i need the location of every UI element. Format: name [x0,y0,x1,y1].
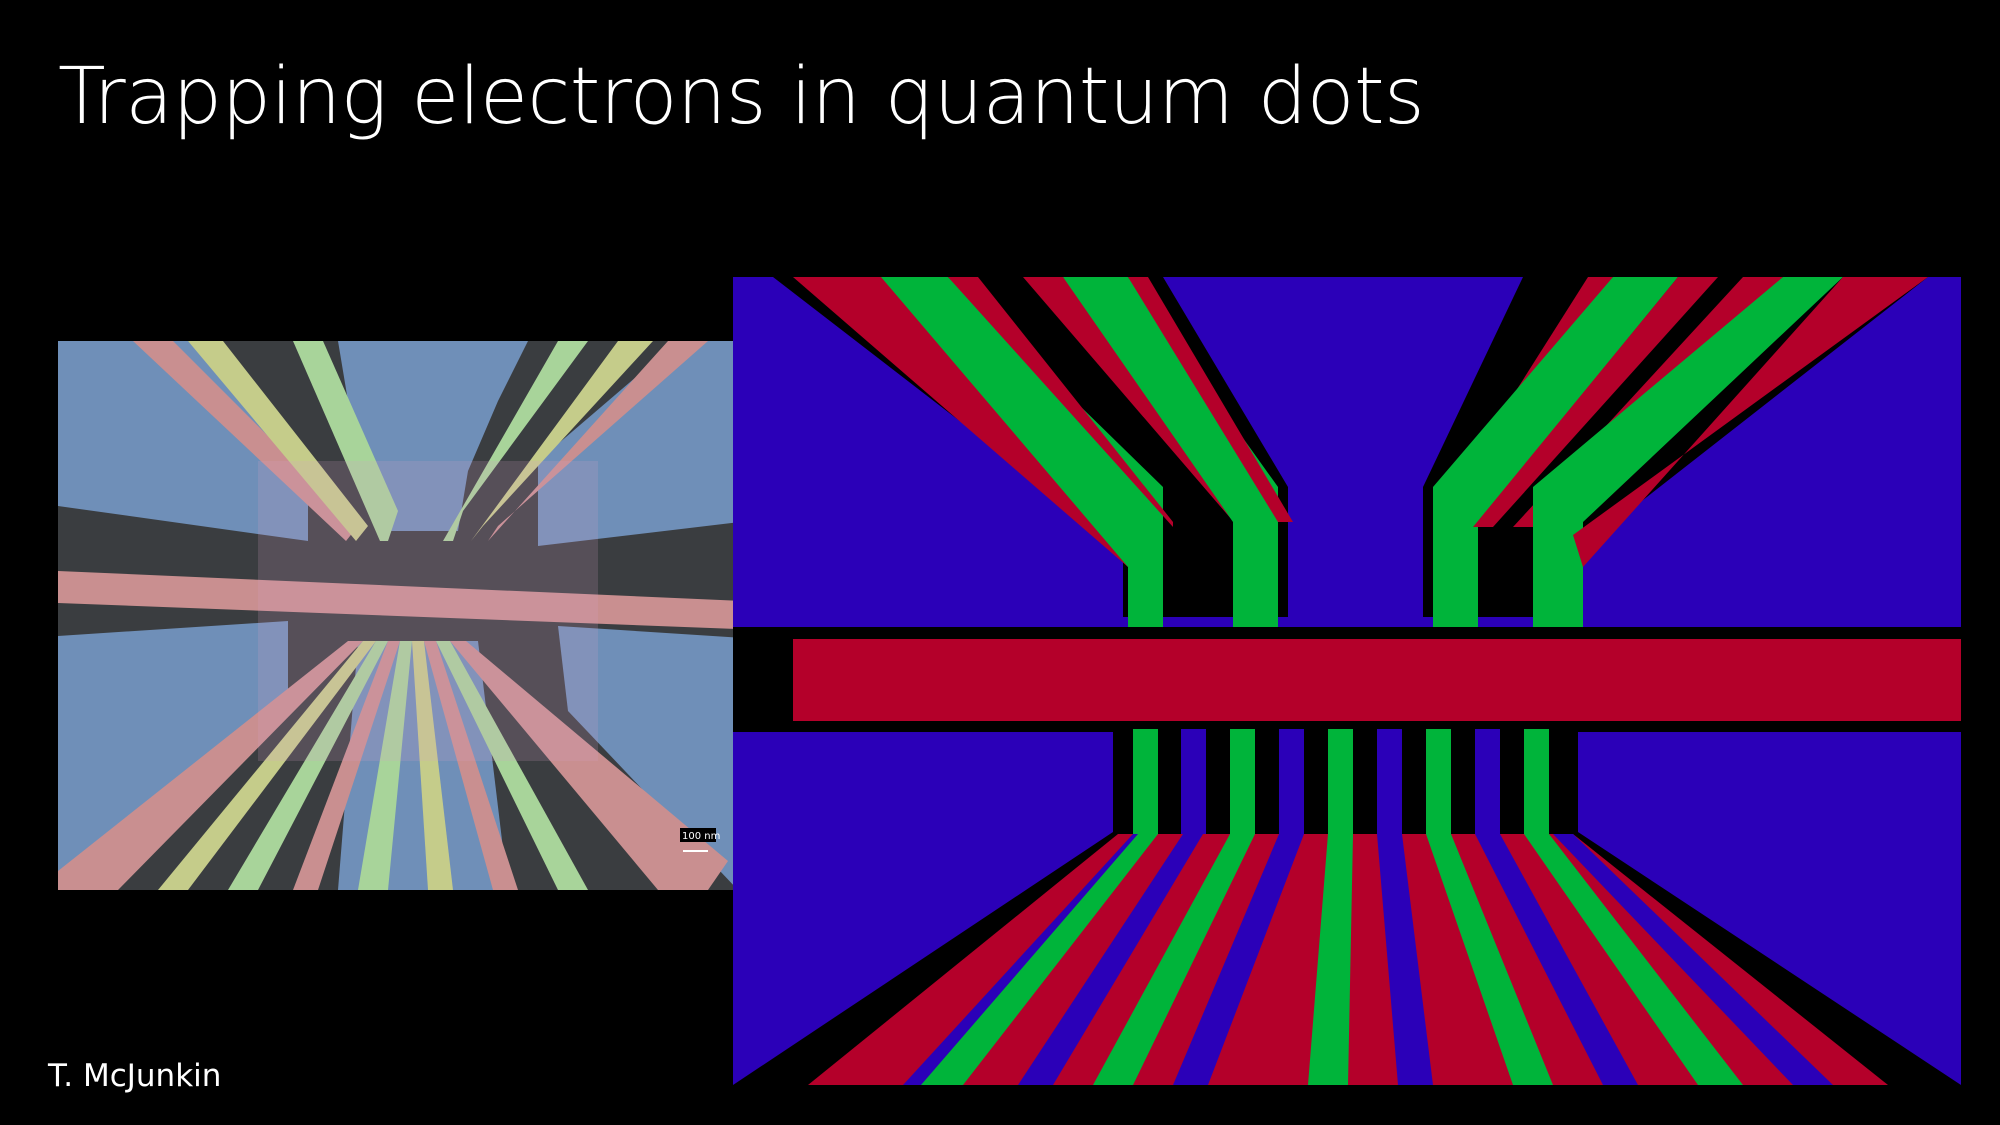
schematic-fan-green-3 [1308,834,1353,1085]
schematic-gate-tr-red-4 [1573,277,1928,567]
sem-gate-top-2 [188,341,368,541]
gate-schematic [733,277,1961,1085]
schematic-gate-tr-green-2 [1533,277,1843,627]
sem-gate-bottom-4 [293,641,400,890]
schematic-finger-1 [1133,729,1158,839]
sem-screen-bottom-left [58,621,288,890]
sem-overlay-band [258,461,598,761]
sem-screen-bottom-right [558,626,790,890]
schematic-finger-8 [1475,729,1500,839]
sem-gate-bottom-5 [358,641,412,890]
scale-bar-label: 100 nm [682,831,720,842]
schematic-fan-blue-3 [1173,834,1304,1085]
schematic-gate-tr-green-1 [1433,277,1678,627]
sem-gate-bottom-1 [58,641,363,890]
scale-bar-box [680,828,716,842]
schematic-fan-green-5 [1524,834,1743,1085]
schematic-finger-9 [1524,729,1549,839]
schematic-finger-5 [1328,729,1353,839]
sem-screen-top-right [538,341,790,546]
sem-gate-top-1 [133,341,358,541]
schematic-horizontal-gate [793,639,1961,721]
schematic-finger-4 [1279,729,1304,839]
schematic-fan-blue-5 [1475,834,1638,1085]
sem-gate-top-4 [443,341,588,541]
sem-horizontal-gate [58,571,790,631]
schematic-gate-tl-green-2 [1063,277,1278,627]
sem-gate-bottom-7 [424,641,518,890]
sem-gate-bottom-8 [436,641,588,890]
schematic-gate-tl-red-2 [948,277,1173,527]
schematic-fan-green-2 [1093,834,1255,1085]
author-credit: T. McJunkin [48,1058,222,1094]
schematic-fan-green-4 [1426,834,1553,1085]
sem-screen-top-left [58,341,308,541]
sem-micrograph: 100 nm [58,341,790,890]
schematic-finger-6 [1377,729,1402,839]
schematic-gate-tl-red-1 [793,277,1128,567]
sem-gate-bottom-6 [412,641,453,890]
schematic-finger-2 [1181,729,1206,839]
schematic-finger-3 [1230,729,1255,839]
schematic-fan-blue-6 [1553,834,1833,1085]
schematic-fan-green-1 [921,834,1158,1085]
schematic-gate-tl-red-4 [1128,277,1293,522]
sem-gate-bottom-9 [450,641,728,890]
slide-title: Trapping electrons in quantum dots [58,52,1425,142]
schematic-gate-tr-red-2 [1473,277,1718,527]
sem-gate-bottom-3 [228,641,388,890]
sem-gate-bottom-2 [158,641,376,890]
schematic-fan-blue-2 [1018,834,1203,1085]
schematic-fan-blue-4 [1377,834,1433,1085]
sem-gate-top-3 [293,341,398,541]
schematic-finger-7 [1426,729,1451,839]
